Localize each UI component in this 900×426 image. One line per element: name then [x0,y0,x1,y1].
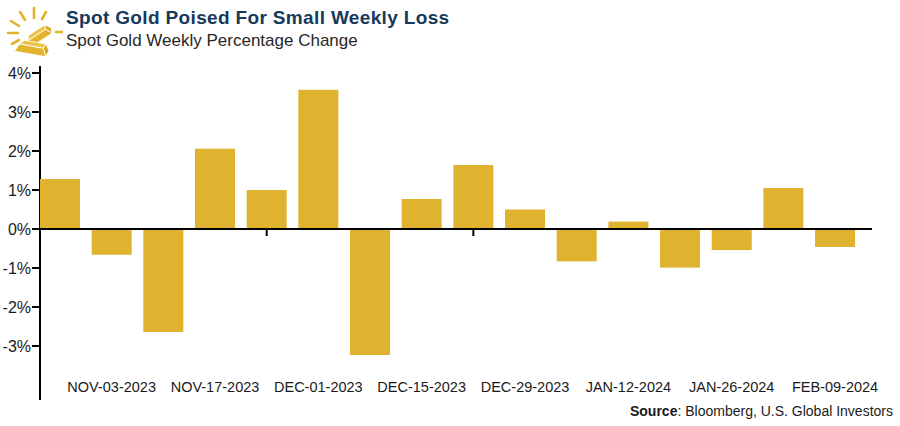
bar [350,229,390,355]
y-tick-label: 2% [8,143,31,160]
x-tick-label: NOV-03-2023 [67,379,156,395]
bar [815,229,855,247]
source-label: Source [630,403,677,419]
bar [298,90,338,229]
x-tick-label: FEB-09-2024 [792,379,878,395]
y-tick-label: -1% [3,260,31,277]
source-text: : Bloomberg, U.S. Global Investors [677,403,893,419]
bar [453,165,493,229]
bar [712,229,752,250]
bar [92,229,132,255]
x-tick-label: DEC-15-2023 [377,379,466,395]
bar [557,229,597,261]
bar [247,190,287,229]
bar-chart: 4% 3% 2% 1% 0% -1% -2% -3% NOV-03-2023 NOV-17-202… [0,0,900,426]
bar [763,188,803,229]
y-tick-label: 3% [8,104,31,121]
y-tick-label: 4% [8,65,31,82]
source-line: Source: Bloomberg, U.S. Global Investors [630,403,893,419]
x-tick-label: NOV-17-2023 [171,379,260,395]
y-tick-label: -2% [3,299,31,316]
bar [505,210,545,230]
y-tick-label: 0% [8,221,31,238]
x-tick-label: DEC-01-2023 [274,379,363,395]
bar [608,222,648,229]
bar [40,179,80,229]
y-tick-label: 1% [8,182,31,199]
bar [402,199,442,229]
x-tick-label: JAN-26-2024 [689,379,774,395]
bar [195,149,235,229]
x-tick-label: JAN-12-2024 [586,379,671,395]
bar [143,229,183,332]
x-tick-label: DEC-29-2023 [481,379,570,395]
y-tick-label: -3% [3,338,31,355]
bar [660,229,700,268]
